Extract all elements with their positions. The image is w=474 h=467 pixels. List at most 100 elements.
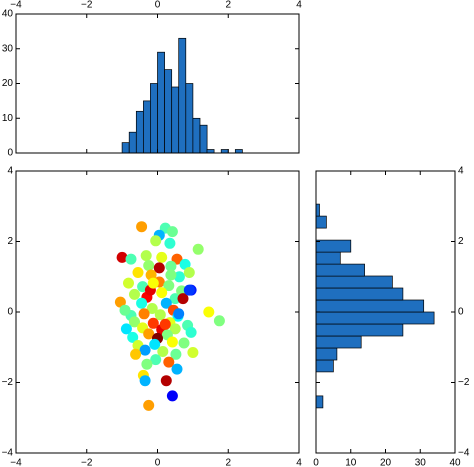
histogram-x-bar [220, 149, 229, 154]
scatter-xtick-label: −4 [10, 458, 22, 467]
histogram-x-bar [192, 117, 201, 154]
scatter-point [164, 237, 176, 249]
scatter-point [116, 251, 128, 263]
scatter-ytick-label: −4 [2, 448, 14, 459]
scatter-ytick-label: 4 [7, 166, 13, 177]
scatter-point [136, 297, 148, 309]
histogram-y-xtick-label: 20 [380, 458, 392, 467]
scatter-point [159, 318, 171, 330]
scatter-ytick-label: 0 [7, 307, 13, 318]
histogram-y-bar [315, 299, 425, 313]
histogram-x-bar [199, 124, 208, 154]
scatter-point [143, 328, 155, 340]
scatter-point [149, 338, 161, 350]
scatter-point [147, 317, 159, 329]
histogram-x-xtick-label: −2 [81, 0, 93, 11]
scatter-point [185, 326, 197, 338]
scatter-point [156, 251, 168, 263]
scatter-point [138, 308, 150, 320]
histogram-y-ytick-label: 0 [458, 307, 464, 318]
scatter-point [178, 337, 190, 349]
histogram-x-ytick-label: 10 [2, 113, 14, 124]
scatter-point [157, 346, 169, 357]
histogram-x-bar [121, 142, 130, 154]
histogram-x-bar [157, 51, 165, 154]
histogram-y-bar [315, 203, 320, 217]
scatter-point [154, 309, 166, 321]
histogram-y-bar [315, 311, 435, 325]
scatter-points [114, 221, 225, 411]
histogram-x-bar [164, 69, 173, 154]
histogram-y-ytick-label: −2 [458, 377, 470, 388]
scatter-point [166, 336, 178, 348]
scatter-ytick-label: 2 [7, 236, 13, 247]
histogram-y-ytick-label: 2 [458, 236, 464, 247]
histogram-y-bar [315, 275, 393, 289]
histogram-y-ytick-label: 4 [458, 166, 464, 177]
scatter-point [165, 260, 177, 272]
scatter-point [163, 356, 175, 368]
histogram-x-ytick-label: 20 [2, 78, 14, 89]
histogram-y-bar [315, 263, 365, 277]
histogram-x-bar [150, 83, 158, 154]
scatter-point [163, 280, 175, 292]
histogram-y-panel: 0 10 20 30 40−4 −2 0 2 4 [313, 166, 470, 467]
histogram-y-bar [315, 323, 404, 337]
histogram-x-xtick-label: 2 [225, 0, 231, 11]
scatter-point [119, 304, 131, 316]
scatter-point [173, 271, 185, 283]
scatter-point [166, 390, 178, 402]
histogram-y-bar [315, 347, 338, 361]
histogram-x-ytick-label: 0 [7, 148, 13, 159]
scatter-xtick-label: 4 [296, 458, 302, 467]
scatter-point [136, 221, 148, 233]
scatter-point [140, 250, 152, 262]
histogram-x-bar [128, 131, 137, 154]
scatter-point [146, 303, 158, 314]
scatter-point [147, 277, 159, 289]
histogram-y-bar [315, 287, 404, 301]
histogram-y-xtick-label: 40 [449, 458, 461, 467]
histogram-x-xtick-label: 0 [155, 0, 161, 11]
scatter-point [153, 262, 165, 274]
scatter-point [169, 323, 181, 335]
histogram-y-xtick-label: 30 [415, 458, 427, 467]
scatter-ytick-label: −2 [2, 377, 14, 388]
scatter-point [160, 297, 172, 309]
scatter-point [177, 293, 189, 305]
scatter-point [179, 258, 191, 270]
histogram-x-bar [206, 149, 215, 154]
histogram-x-bar [171, 86, 180, 154]
scatter-xtick-label: 0 [155, 458, 161, 467]
histogram-x-bar [178, 37, 187, 154]
scatter-point [130, 348, 142, 360]
histogram-x-ytick-label: 40 [2, 9, 14, 20]
scatter-point [160, 375, 172, 387]
scatter-point [127, 331, 139, 343]
histogram-x-bar [234, 149, 243, 154]
histogram-y-bar [315, 359, 334, 373]
scatter-point [150, 354, 162, 366]
scatter-point [165, 269, 177, 281]
scatter-point [141, 358, 153, 370]
scatter-point [114, 296, 126, 308]
histogram-y-bars [315, 203, 435, 409]
histogram-x-xtick-label: 4 [296, 0, 302, 11]
histogram-x-ytick-label: 30 [2, 43, 14, 54]
scatter-point [156, 287, 168, 299]
histogram-x-xtick-label: −4 [10, 0, 22, 11]
scatter-point [143, 399, 155, 411]
scatter-xtick-label: −2 [81, 458, 93, 467]
histogram-x-bar [143, 100, 151, 154]
histogram-y-ytick-label: −4 [458, 448, 470, 459]
scatter-xtick-label: 2 [225, 458, 231, 467]
scatter-point [125, 253, 137, 265]
histogram-x-bar [135, 110, 144, 154]
scatter-point [132, 267, 144, 278]
scatter-point [129, 288, 140, 300]
scatter-point [123, 277, 134, 289]
scatter-point [139, 375, 151, 387]
scatter-point [166, 226, 178, 238]
scatter-point [120, 323, 132, 335]
